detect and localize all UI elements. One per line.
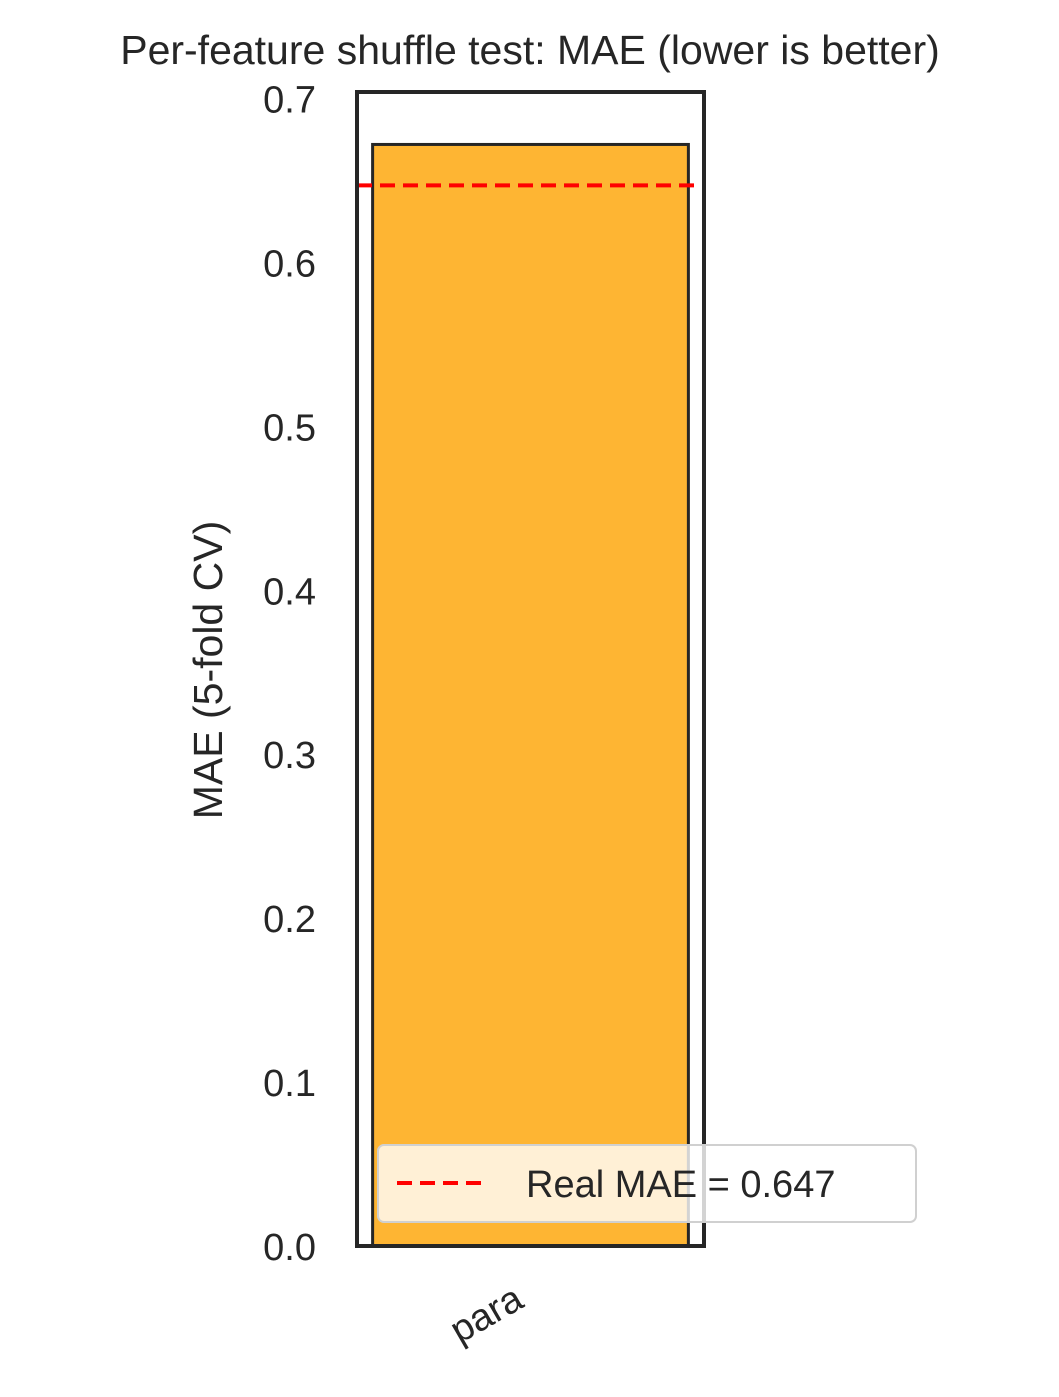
y-tick-label: 0.1 bbox=[263, 1063, 316, 1105]
chart-title: Per-feature shuffle test: MAE (lower is … bbox=[120, 27, 940, 73]
y-tick-label: 0.2 bbox=[263, 899, 316, 941]
legend-box bbox=[377, 1144, 917, 1223]
legend: Real MAE = 0.647 bbox=[377, 1144, 917, 1223]
x-tick-label: para bbox=[443, 1277, 531, 1352]
y-tick-label: 0.7 bbox=[263, 80, 316, 122]
bar-para bbox=[371, 142, 690, 1248]
bars bbox=[371, 142, 690, 1248]
axes-frame bbox=[355, 90, 706, 1248]
x-axis-ticks: para bbox=[443, 1277, 531, 1352]
y-tick-label: 0.0 bbox=[263, 1227, 316, 1269]
y-tick-label: 0.5 bbox=[263, 407, 316, 449]
legend-label-real-mae: Real MAE = 0.647 bbox=[526, 1164, 835, 1206]
y-axis-label: MAE (5-fold CV) bbox=[185, 521, 231, 819]
y-axis-ticks: 0.0 0.1 0.2 0.3 0.4 0.5 0.6 0.7 bbox=[263, 80, 316, 1269]
y-tick-label: 0.4 bbox=[263, 571, 316, 613]
y-tick-label: 0.3 bbox=[263, 735, 316, 777]
y-tick-label: 0.6 bbox=[263, 243, 316, 285]
